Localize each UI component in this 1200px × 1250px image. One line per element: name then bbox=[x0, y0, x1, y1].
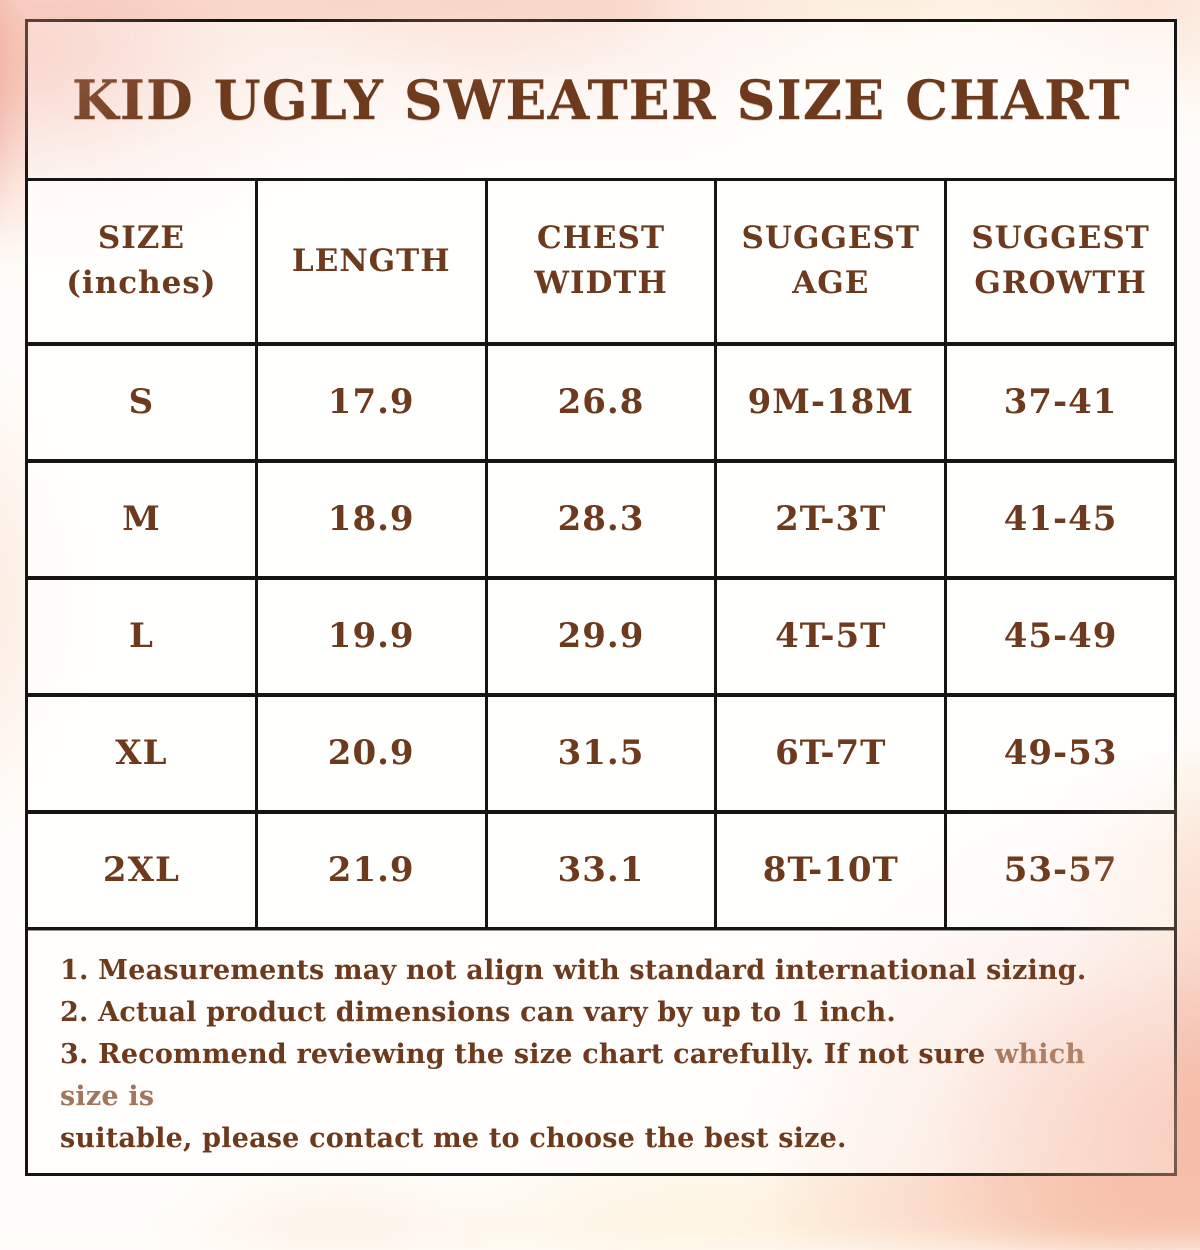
note-text: 1. Measurements may not align with stand… bbox=[60, 954, 1087, 986]
value-cell: 41-45 bbox=[944, 458, 1177, 580]
value-cell: 9M-18M bbox=[714, 341, 948, 463]
size-cell: M bbox=[25, 458, 258, 580]
note-line: 1. Measurements may not align with stand… bbox=[60, 950, 1142, 992]
note-line: 3. Recommend reviewing the size chart ca… bbox=[60, 1034, 1142, 1160]
table-row: L 19.9 29.9 4T-5T 45-49 bbox=[25, 575, 1177, 697]
note-text: 2. Actual product dimensions can vary by… bbox=[60, 996, 896, 1028]
value-cell: 2T-3T bbox=[714, 458, 948, 580]
value-cell: 53-57 bbox=[944, 809, 1177, 931]
size-chart-sheet: KID UGLY SWEATER SIZE CHART SIZE (inches… bbox=[25, 19, 1177, 1176]
value-cell: 45-49 bbox=[944, 575, 1177, 697]
size-cell: S bbox=[25, 341, 258, 463]
value-cell: 17.9 bbox=[254, 341, 488, 463]
column-header: SIZE (inches) bbox=[25, 178, 258, 346]
column-header: SUGGEST AGE bbox=[714, 178, 948, 346]
value-cell: 20.9 bbox=[254, 692, 488, 814]
value-cell: 18.9 bbox=[254, 458, 488, 580]
page-title: KID UGLY SWEATER SIZE CHART bbox=[71, 68, 1131, 132]
value-cell: 4T-5T bbox=[714, 575, 948, 697]
size-cell: XL bbox=[25, 692, 258, 814]
header-row: SIZE (inches) LENGTH CHEST WIDTH SUGGEST AG… bbox=[25, 178, 1177, 346]
value-cell: 37-41 bbox=[944, 341, 1177, 463]
value-cell: 33.1 bbox=[484, 809, 718, 931]
table-row: XL 20.9 31.5 6T-7T 49-53 bbox=[25, 692, 1177, 814]
value-cell: 49-53 bbox=[944, 692, 1177, 814]
table-row: 2XL 21.9 33.1 8T-10T 53-57 bbox=[25, 809, 1177, 931]
table-row: M 18.9 28.3 2T-3T 41-45 bbox=[25, 458, 1177, 580]
size-table: SIZE (inches) LENGTH CHEST WIDTH SUGGEST AG… bbox=[25, 178, 1177, 931]
notes-box: 1. Measurements may not align with stand… bbox=[25, 926, 1177, 1176]
value-cell: 8T-10T bbox=[714, 809, 948, 931]
note-line: 2. Actual product dimensions can vary by… bbox=[60, 992, 1142, 1034]
note-text: suitable, please contact me to choose th… bbox=[60, 1122, 847, 1154]
column-header: SUGGEST GROWTH bbox=[944, 178, 1177, 346]
value-cell: 19.9 bbox=[254, 575, 488, 697]
value-cell: 29.9 bbox=[484, 575, 718, 697]
value-cell: 28.3 bbox=[484, 458, 718, 580]
value-cell: 21.9 bbox=[254, 809, 488, 931]
size-cell: L bbox=[25, 575, 258, 697]
column-header: CHEST WIDTH bbox=[484, 178, 718, 346]
table-row: S 17.9 26.8 9M-18M 37-41 bbox=[25, 341, 1177, 463]
value-cell: 26.8 bbox=[484, 341, 718, 463]
size-cell: 2XL bbox=[25, 809, 258, 931]
value-cell: 6T-7T bbox=[714, 692, 948, 814]
note-text: 3. Recommend reviewing the size chart ca… bbox=[60, 1038, 995, 1070]
value-cell: 31.5 bbox=[484, 692, 718, 814]
column-header: LENGTH bbox=[254, 178, 488, 346]
title-box: KID UGLY SWEATER SIZE CHART bbox=[25, 19, 1177, 181]
